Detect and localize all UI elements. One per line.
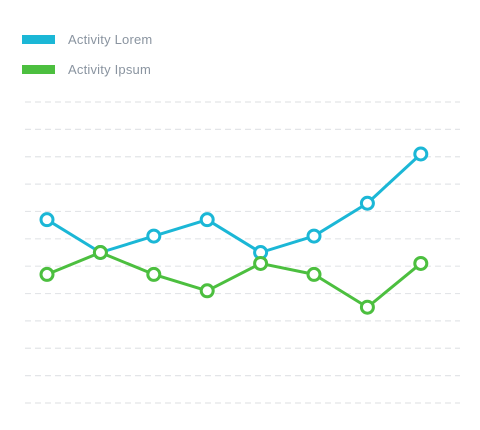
legend-label-activity-ipsum: Activity Ipsum xyxy=(68,61,151,77)
data-point-activity-ipsum-5[interactable] xyxy=(253,255,269,271)
data-point-activity-ipsum-2[interactable] xyxy=(92,245,108,260)
legend-swatch-activity-ipsum xyxy=(22,64,55,74)
legend-label-activity-lorem: Activity Lorem xyxy=(68,31,153,47)
gridlines xyxy=(25,101,460,404)
legend-swatch-activity-lorem xyxy=(22,34,55,44)
data-point-activity-ipsum-1[interactable] xyxy=(39,266,55,282)
series-line-activity-ipsum xyxy=(46,251,422,309)
series-lines xyxy=(46,152,422,309)
data-point-activity-lorem-8[interactable] xyxy=(413,146,429,162)
data-point-activity-ipsum-8[interactable] xyxy=(413,255,429,271)
legend-item-activity-ipsum[interactable]: Activity Ipsum xyxy=(22,54,152,84)
data-point-activity-ipsum-7[interactable] xyxy=(359,299,375,315)
data-point-activity-lorem-3[interactable] xyxy=(146,228,162,244)
data-point-activity-ipsum-6[interactable] xyxy=(306,266,322,282)
data-point-activity-lorem-6[interactable] xyxy=(306,228,322,244)
data-point-activity-lorem-1[interactable] xyxy=(39,212,55,228)
legend: Activity Lorem Activity Ipsum xyxy=(22,24,152,84)
data-point-activity-ipsum-4[interactable] xyxy=(199,283,215,299)
legend-item-activity-lorem[interactable]: Activity Lorem xyxy=(22,24,152,54)
series-line-activity-lorem xyxy=(46,152,422,254)
series-points xyxy=(39,146,429,315)
data-point-activity-lorem-4[interactable] xyxy=(199,212,215,228)
data-point-activity-ipsum-3[interactable] xyxy=(146,266,162,282)
data-point-activity-lorem-7[interactable] xyxy=(359,195,375,211)
